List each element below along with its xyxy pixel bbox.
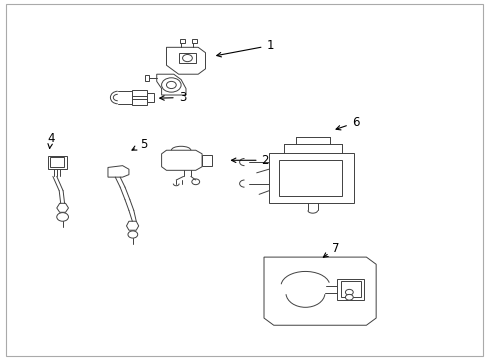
Circle shape bbox=[345, 294, 352, 300]
Text: 2: 2 bbox=[231, 154, 268, 167]
Bar bbox=[268, 153, 353, 203]
Polygon shape bbox=[264, 257, 375, 325]
Polygon shape bbox=[108, 166, 129, 177]
Text: 6: 6 bbox=[335, 116, 359, 130]
Polygon shape bbox=[166, 47, 205, 74]
Circle shape bbox=[161, 78, 181, 92]
Bar bbox=[50, 157, 64, 167]
Circle shape bbox=[191, 179, 199, 185]
Text: 3: 3 bbox=[160, 91, 185, 104]
Polygon shape bbox=[161, 150, 202, 170]
Circle shape bbox=[345, 289, 352, 295]
Bar bbox=[336, 279, 363, 300]
Text: 4: 4 bbox=[47, 132, 54, 148]
Bar bbox=[147, 93, 154, 102]
Text: 1: 1 bbox=[216, 39, 273, 57]
Bar bbox=[202, 155, 211, 166]
Circle shape bbox=[57, 213, 68, 221]
Polygon shape bbox=[57, 203, 68, 212]
Bar bbox=[191, 39, 196, 42]
Bar bbox=[132, 90, 147, 105]
Bar bbox=[144, 75, 149, 81]
Bar bbox=[48, 156, 66, 169]
Polygon shape bbox=[157, 74, 185, 95]
Bar bbox=[178, 53, 195, 63]
Circle shape bbox=[166, 81, 176, 89]
Bar bbox=[179, 39, 184, 42]
Circle shape bbox=[128, 231, 138, 238]
Polygon shape bbox=[126, 221, 139, 230]
Bar bbox=[278, 160, 341, 196]
Text: 7: 7 bbox=[323, 242, 339, 257]
Circle shape bbox=[182, 54, 192, 62]
Bar bbox=[340, 281, 360, 297]
Text: 5: 5 bbox=[132, 138, 147, 150]
